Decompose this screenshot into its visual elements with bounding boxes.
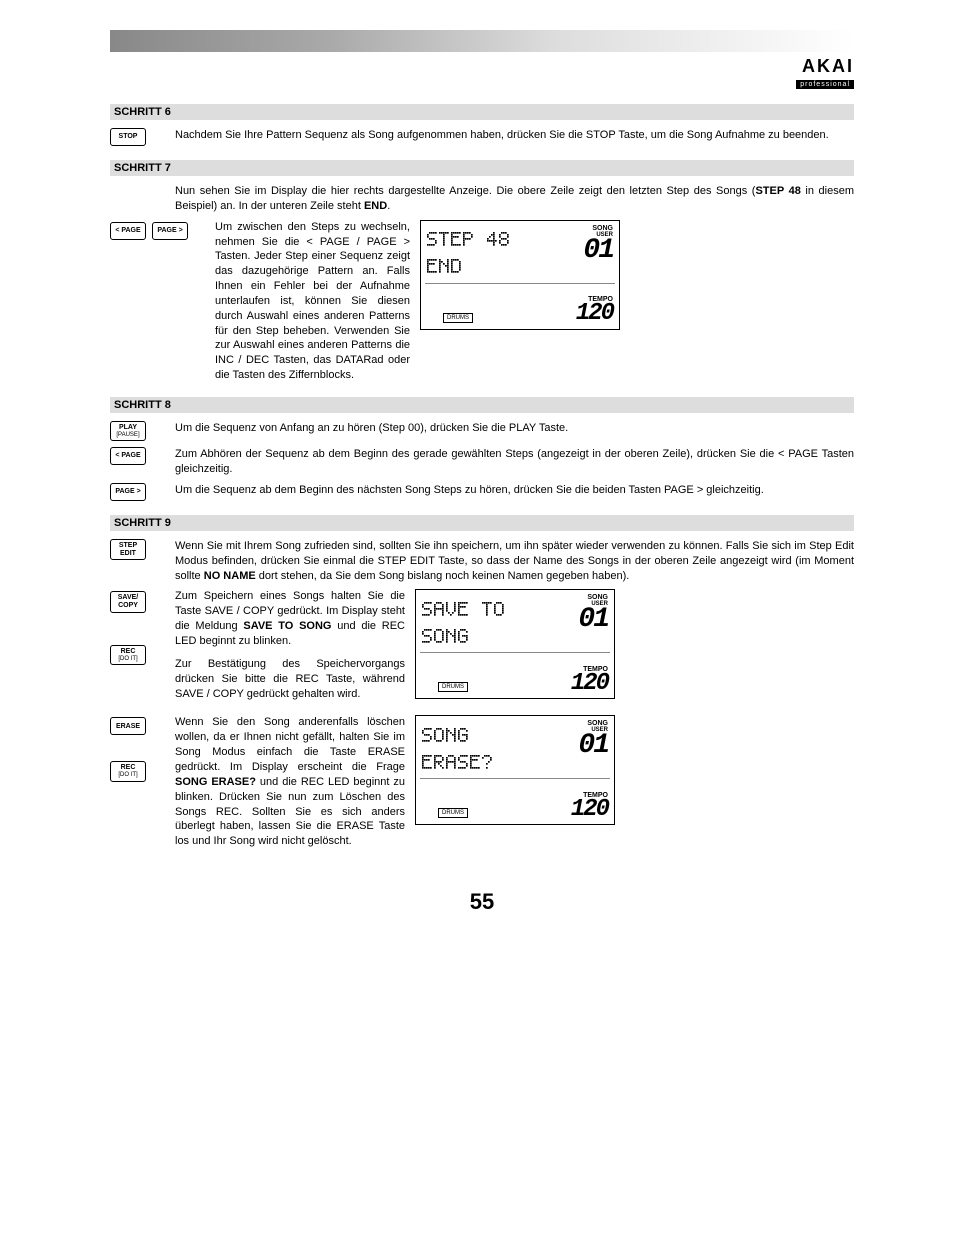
- section-6-text: Nachdem Sie Ihre Pattern Sequenz als Son…: [175, 128, 854, 143]
- erase-button[interactable]: ERASE: [110, 717, 146, 735]
- section-9-p3: Zur Bestätigung des Speichervorgangs drü…: [175, 657, 405, 702]
- section-8-header: SCHRITT 8: [110, 397, 854, 413]
- rec-button-2[interactable]: REC[DO IT]: [110, 761, 146, 781]
- play-button[interactable]: PLAY[PAUSE]: [110, 421, 146, 441]
- section-7-header: SCHRITT 7: [110, 160, 854, 176]
- step-edit-button[interactable]: STEPEDIT: [110, 539, 146, 560]
- lcd-tempo-value: 120: [545, 673, 608, 695]
- lcd-tempo-value: 120: [550, 303, 613, 325]
- section-7-p2: Um zwischen den Steps zu wechseln, nehme…: [215, 220, 410, 383]
- section-8-p1: Um die Sequenz von Anfang an zu hören (S…: [175, 421, 854, 436]
- section-9-p4: Wenn Sie den Song anderenfalls löschen w…: [175, 715, 405, 849]
- stop-button[interactable]: STOP: [110, 128, 146, 146]
- lcd-dot-matrix: [420, 720, 540, 778]
- lcd-tempo-value: 120: [545, 799, 608, 821]
- lcd-dot-matrix: [420, 594, 540, 652]
- lcd-drums-label: DRUMS: [438, 682, 468, 692]
- page-number: 55: [110, 889, 854, 915]
- lcd-song-value: 01: [545, 607, 608, 632]
- lcd-song-label: SONG: [550, 225, 613, 232]
- lcd-display: SONG USER 01 DRUMS TEMPO 120: [415, 589, 615, 699]
- save-copy-button[interactable]: SAVE/COPY: [110, 591, 146, 612]
- page-right-button-2[interactable]: PAGE >: [110, 483, 146, 501]
- header-gradient-bar: [110, 30, 854, 52]
- rec-button[interactable]: REC[DO IT]: [110, 645, 146, 665]
- lcd-dot-matrix: [425, 225, 545, 283]
- section-6-header: SCHRITT 6: [110, 104, 854, 120]
- section-7-p1: Nun sehen Sie im Display die hier rechts…: [175, 184, 854, 214]
- page-left-button[interactable]: < PAGE: [110, 222, 146, 240]
- brand-sub: professional: [796, 80, 854, 89]
- lcd-drums-label: DRUMS: [443, 313, 473, 323]
- section-9-p2: Zum Speichern eines Songs halten Sie die…: [175, 589, 405, 648]
- lcd-song-label: SONG: [545, 594, 608, 601]
- logo-area: AKAI professional: [110, 56, 854, 89]
- page-left-button-2[interactable]: < PAGE: [110, 447, 146, 465]
- lcd-display: SONG USER 01 DRUMS TEMPO 120: [415, 715, 615, 825]
- lcd-drums-label: DRUMS: [438, 808, 468, 818]
- page-right-button[interactable]: PAGE >: [152, 222, 188, 240]
- section-9-p1: Wenn Sie mit Ihrem Song zufrieden sind, …: [175, 539, 854, 584]
- section-8-p3: Um die Sequenz ab dem Beginn des nächste…: [175, 483, 854, 498]
- lcd-song-value: 01: [545, 733, 608, 758]
- section-8-p2: Zum Abhören der Sequenz ab dem Beginn de…: [175, 447, 854, 477]
- brand-name: AKAI: [796, 56, 854, 77]
- lcd-song-value: 01: [550, 238, 613, 263]
- section-9-header: SCHRITT 9: [110, 515, 854, 531]
- lcd-song-label: SONG: [545, 720, 608, 727]
- lcd-display: SONG USER 01 DRUMS TEMPO 120: [420, 220, 620, 330]
